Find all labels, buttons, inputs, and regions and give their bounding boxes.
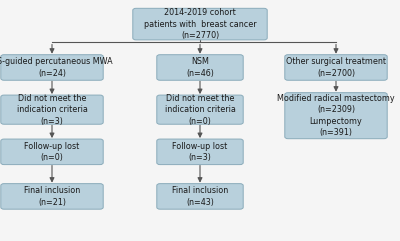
FancyBboxPatch shape xyxy=(157,95,243,124)
Text: 2014-2019 cohort
patients with  breast cancer
(n=2770): 2014-2019 cohort patients with breast ca… xyxy=(144,8,256,40)
Text: Final inclusion
(n=21): Final inclusion (n=21) xyxy=(24,186,80,207)
FancyBboxPatch shape xyxy=(1,184,103,209)
Text: Final inclusion
(n=43): Final inclusion (n=43) xyxy=(172,186,228,207)
Text: US-guided percutaneous MWA
(n=24): US-guided percutaneous MWA (n=24) xyxy=(0,57,113,78)
FancyBboxPatch shape xyxy=(285,93,387,139)
FancyBboxPatch shape xyxy=(285,55,387,80)
FancyBboxPatch shape xyxy=(1,95,103,124)
FancyBboxPatch shape xyxy=(157,184,243,209)
FancyBboxPatch shape xyxy=(133,8,267,40)
Text: Other surgical treatment
(n=2700): Other surgical treatment (n=2700) xyxy=(286,57,386,78)
Text: Did not meet the
indication criteria
(n=0): Did not meet the indication criteria (n=… xyxy=(164,94,236,126)
FancyBboxPatch shape xyxy=(1,139,103,165)
Text: NSM
(n=46): NSM (n=46) xyxy=(186,57,214,78)
Text: Modified radical mastectomy
(n=2309)
Lumpectomy
(n=391): Modified radical mastectomy (n=2309) Lum… xyxy=(277,94,395,137)
Text: Follow-up lost
(n=3): Follow-up lost (n=3) xyxy=(172,142,228,162)
Text: Follow-up lost
(n=0): Follow-up lost (n=0) xyxy=(24,142,80,162)
FancyBboxPatch shape xyxy=(157,139,243,165)
FancyBboxPatch shape xyxy=(157,55,243,80)
FancyBboxPatch shape xyxy=(1,55,103,80)
Text: Did not meet the
indication criteria
(n=3): Did not meet the indication criteria (n=… xyxy=(16,94,88,126)
